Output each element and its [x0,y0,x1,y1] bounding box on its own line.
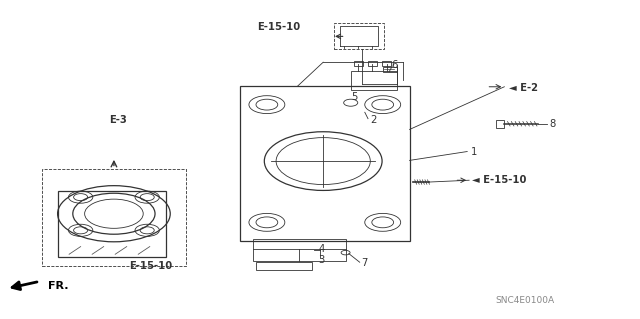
Bar [256,262,312,270]
Bar [383,67,397,72]
Bar [253,239,346,261]
Text: 7: 7 [362,258,368,268]
Bar [58,191,166,257]
Bar [496,120,504,128]
Text: E-3: E-3 [109,115,127,125]
Bar [368,61,377,66]
Text: 2: 2 [370,115,376,125]
Bar [334,23,384,49]
Text: FR.: FR. [48,281,68,291]
Bar [382,61,391,66]
Text: 6: 6 [392,60,398,70]
Text: 3: 3 [318,255,324,265]
Text: 1: 1 [470,146,477,157]
Bar [42,169,186,266]
Text: ◄ E-15-10: ◄ E-15-10 [472,175,527,185]
Text: E-15-10: E-15-10 [129,261,172,271]
Text: E-15-10: E-15-10 [257,22,300,32]
Text: 8: 8 [549,119,556,130]
Text: 4: 4 [318,244,324,255]
Bar [354,61,363,66]
Text: 5: 5 [351,92,357,102]
Text: ◄ E-2: ◄ E-2 [509,83,538,93]
Bar [240,86,410,241]
Text: SNC4E0100A: SNC4E0100A [495,296,554,305]
